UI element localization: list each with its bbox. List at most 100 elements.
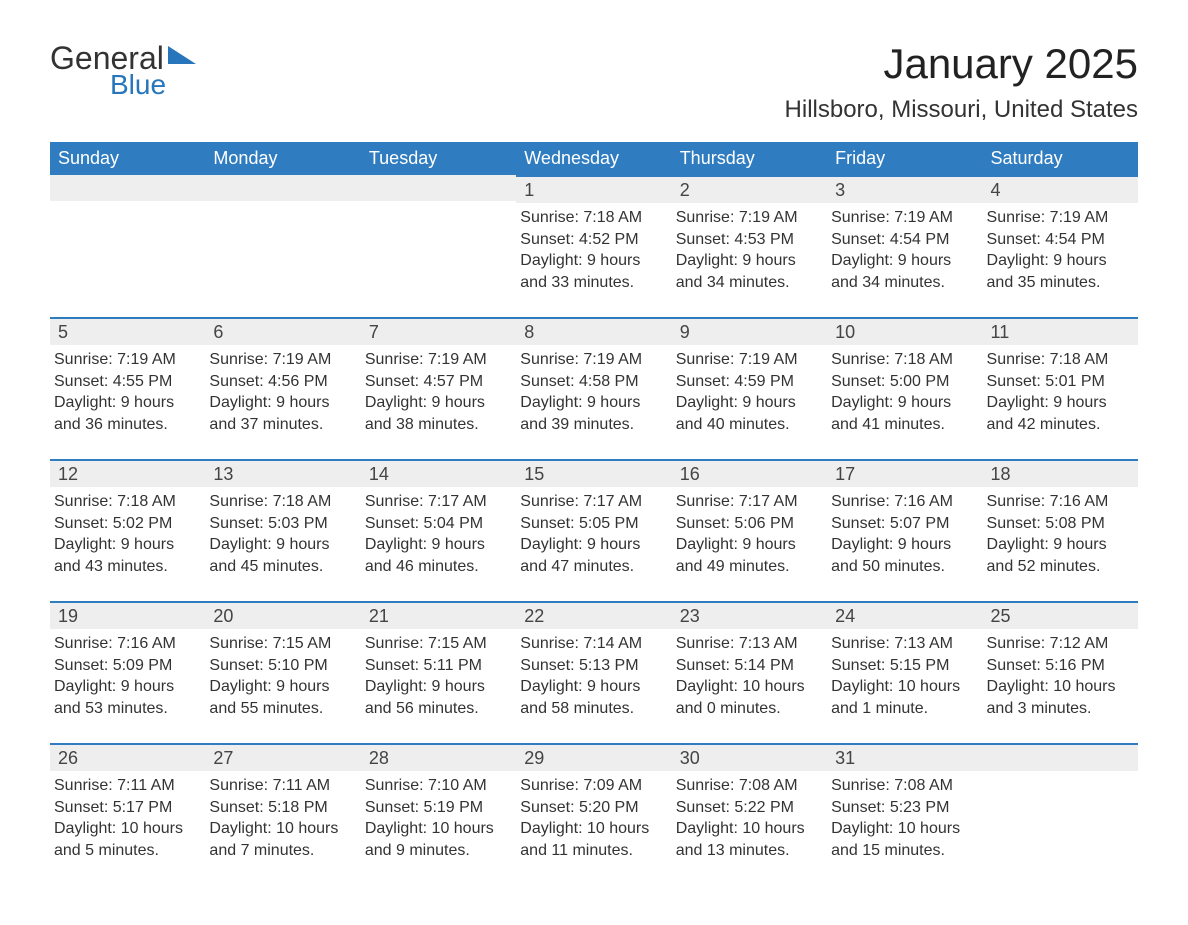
logo-flag-icon <box>168 46 196 64</box>
calendar-cell: 16Sunrise: 7:17 AMSunset: 5:06 PMDayligh… <box>672 459 827 601</box>
empty-day-bar <box>361 175 516 201</box>
calendar-cell: 30Sunrise: 7:08 AMSunset: 5:22 PMDayligh… <box>672 743 827 885</box>
daylight-text: Daylight: 9 hours and 41 minutes. <box>831 392 974 435</box>
sunrise-text: Sunrise: 7:19 AM <box>520 349 663 371</box>
sunset-text: Sunset: 5:09 PM <box>54 655 197 677</box>
daylight-text: Daylight: 9 hours and 46 minutes. <box>365 534 508 577</box>
day-details: Sunrise: 7:19 AMSunset: 4:54 PMDaylight:… <box>827 203 982 297</box>
sunset-text: Sunset: 5:20 PM <box>520 797 663 819</box>
day-details: Sunrise: 7:15 AMSunset: 5:10 PMDaylight:… <box>205 629 360 723</box>
sunset-text: Sunset: 5:07 PM <box>831 513 974 535</box>
daylight-text: Daylight: 9 hours and 34 minutes. <box>831 250 974 293</box>
title-block: January 2025 Hillsboro, Missouri, United… <box>785 40 1138 124</box>
calendar-cell: 17Sunrise: 7:16 AMSunset: 5:07 PMDayligh… <box>827 459 982 601</box>
month-title: January 2025 <box>785 40 1138 88</box>
day-details: Sunrise: 7:19 AMSunset: 4:54 PMDaylight:… <box>983 203 1138 297</box>
daylight-text: Daylight: 9 hours and 43 minutes. <box>54 534 197 577</box>
daylight-text: Daylight: 9 hours and 55 minutes. <box>209 676 352 719</box>
day-number: 16 <box>672 459 827 487</box>
calendar-week: 1Sunrise: 7:18 AMSunset: 4:52 PMDaylight… <box>50 175 1138 317</box>
day-header: Thursday <box>672 142 827 175</box>
day-details: Sunrise: 7:19 AMSunset: 4:59 PMDaylight:… <box>672 345 827 439</box>
calendar-cell: 8Sunrise: 7:19 AMSunset: 4:58 PMDaylight… <box>516 317 671 459</box>
sunset-text: Sunset: 4:55 PM <box>54 371 197 393</box>
day-number: 30 <box>672 743 827 771</box>
day-details: Sunrise: 7:19 AMSunset: 4:56 PMDaylight:… <box>205 345 360 439</box>
calendar-cell: 7Sunrise: 7:19 AMSunset: 4:57 PMDaylight… <box>361 317 516 459</box>
calendar-table: SundayMondayTuesdayWednesdayThursdayFrid… <box>50 142 1138 885</box>
day-details: Sunrise: 7:13 AMSunset: 5:14 PMDaylight:… <box>672 629 827 723</box>
daylight-text: Daylight: 10 hours and 9 minutes. <box>365 818 508 861</box>
daylight-text: Daylight: 10 hours and 1 minute. <box>831 676 974 719</box>
calendar-cell: 11Sunrise: 7:18 AMSunset: 5:01 PMDayligh… <box>983 317 1138 459</box>
calendar-cell: 2Sunrise: 7:19 AMSunset: 4:53 PMDaylight… <box>672 175 827 317</box>
sunset-text: Sunset: 5:01 PM <box>987 371 1130 393</box>
calendar-cell: 4Sunrise: 7:19 AMSunset: 4:54 PMDaylight… <box>983 175 1138 317</box>
day-details: Sunrise: 7:14 AMSunset: 5:13 PMDaylight:… <box>516 629 671 723</box>
day-number: 23 <box>672 601 827 629</box>
sunset-text: Sunset: 4:52 PM <box>520 229 663 251</box>
calendar-cell: 25Sunrise: 7:12 AMSunset: 5:16 PMDayligh… <box>983 601 1138 743</box>
day-number: 29 <box>516 743 671 771</box>
day-details: Sunrise: 7:16 AMSunset: 5:09 PMDaylight:… <box>50 629 205 723</box>
calendar-cell: 27Sunrise: 7:11 AMSunset: 5:18 PMDayligh… <box>205 743 360 885</box>
day-details: Sunrise: 7:17 AMSunset: 5:06 PMDaylight:… <box>672 487 827 581</box>
sunrise-text: Sunrise: 7:11 AM <box>209 775 352 797</box>
day-details: Sunrise: 7:19 AMSunset: 4:55 PMDaylight:… <box>50 345 205 439</box>
day-details: Sunrise: 7:17 AMSunset: 5:04 PMDaylight:… <box>361 487 516 581</box>
sunset-text: Sunset: 5:16 PM <box>987 655 1130 677</box>
day-header: Friday <box>827 142 982 175</box>
sunset-text: Sunset: 5:03 PM <box>209 513 352 535</box>
sunrise-text: Sunrise: 7:08 AM <box>676 775 819 797</box>
sunrise-text: Sunrise: 7:13 AM <box>676 633 819 655</box>
day-details: Sunrise: 7:19 AMSunset: 4:57 PMDaylight:… <box>361 345 516 439</box>
sunset-text: Sunset: 5:04 PM <box>365 513 508 535</box>
sunset-text: Sunset: 4:59 PM <box>676 371 819 393</box>
day-number: 4 <box>983 175 1138 203</box>
sunset-text: Sunset: 4:57 PM <box>365 371 508 393</box>
sunrise-text: Sunrise: 7:16 AM <box>54 633 197 655</box>
daylight-text: Daylight: 9 hours and 39 minutes. <box>520 392 663 435</box>
day-number: 11 <box>983 317 1138 345</box>
sunrise-text: Sunrise: 7:17 AM <box>676 491 819 513</box>
calendar-week: 5Sunrise: 7:19 AMSunset: 4:55 PMDaylight… <box>50 317 1138 459</box>
day-number: 8 <box>516 317 671 345</box>
daylight-text: Daylight: 10 hours and 5 minutes. <box>54 818 197 861</box>
sunset-text: Sunset: 5:11 PM <box>365 655 508 677</box>
daylight-text: Daylight: 10 hours and 13 minutes. <box>676 818 819 861</box>
day-number: 3 <box>827 175 982 203</box>
sunset-text: Sunset: 5:06 PM <box>676 513 819 535</box>
day-details: Sunrise: 7:19 AMSunset: 4:53 PMDaylight:… <box>672 203 827 297</box>
day-number: 22 <box>516 601 671 629</box>
day-number: 25 <box>983 601 1138 629</box>
day-details: Sunrise: 7:16 AMSunset: 5:08 PMDaylight:… <box>983 487 1138 581</box>
empty-day-bar <box>50 175 205 201</box>
sunrise-text: Sunrise: 7:19 AM <box>676 207 819 229</box>
day-details: Sunrise: 7:09 AMSunset: 5:20 PMDaylight:… <box>516 771 671 865</box>
sunrise-text: Sunrise: 7:11 AM <box>54 775 197 797</box>
daylight-text: Daylight: 9 hours and 50 minutes. <box>831 534 974 577</box>
sunrise-text: Sunrise: 7:18 AM <box>209 491 352 513</box>
day-details: Sunrise: 7:11 AMSunset: 5:17 PMDaylight:… <box>50 771 205 865</box>
sunrise-text: Sunrise: 7:14 AM <box>520 633 663 655</box>
sunrise-text: Sunrise: 7:18 AM <box>54 491 197 513</box>
day-number: 19 <box>50 601 205 629</box>
empty-day-bar <box>983 743 1138 771</box>
day-number: 17 <box>827 459 982 487</box>
daylight-text: Daylight: 9 hours and 35 minutes. <box>987 250 1130 293</box>
sunrise-text: Sunrise: 7:12 AM <box>987 633 1130 655</box>
calendar-cell: 5Sunrise: 7:19 AMSunset: 4:55 PMDaylight… <box>50 317 205 459</box>
daylight-text: Daylight: 9 hours and 56 minutes. <box>365 676 508 719</box>
day-header-row: SundayMondayTuesdayWednesdayThursdayFrid… <box>50 142 1138 175</box>
day-number: 5 <box>50 317 205 345</box>
sunrise-text: Sunrise: 7:15 AM <box>209 633 352 655</box>
sunset-text: Sunset: 4:54 PM <box>987 229 1130 251</box>
day-header: Monday <box>205 142 360 175</box>
day-details: Sunrise: 7:08 AMSunset: 5:23 PMDaylight:… <box>827 771 982 865</box>
sunset-text: Sunset: 4:56 PM <box>209 371 352 393</box>
location-subtitle: Hillsboro, Missouri, United States <box>785 96 1138 124</box>
sunrise-text: Sunrise: 7:19 AM <box>209 349 352 371</box>
day-number: 12 <box>50 459 205 487</box>
calendar-cell: 23Sunrise: 7:13 AMSunset: 5:14 PMDayligh… <box>672 601 827 743</box>
day-details: Sunrise: 7:16 AMSunset: 5:07 PMDaylight:… <box>827 487 982 581</box>
